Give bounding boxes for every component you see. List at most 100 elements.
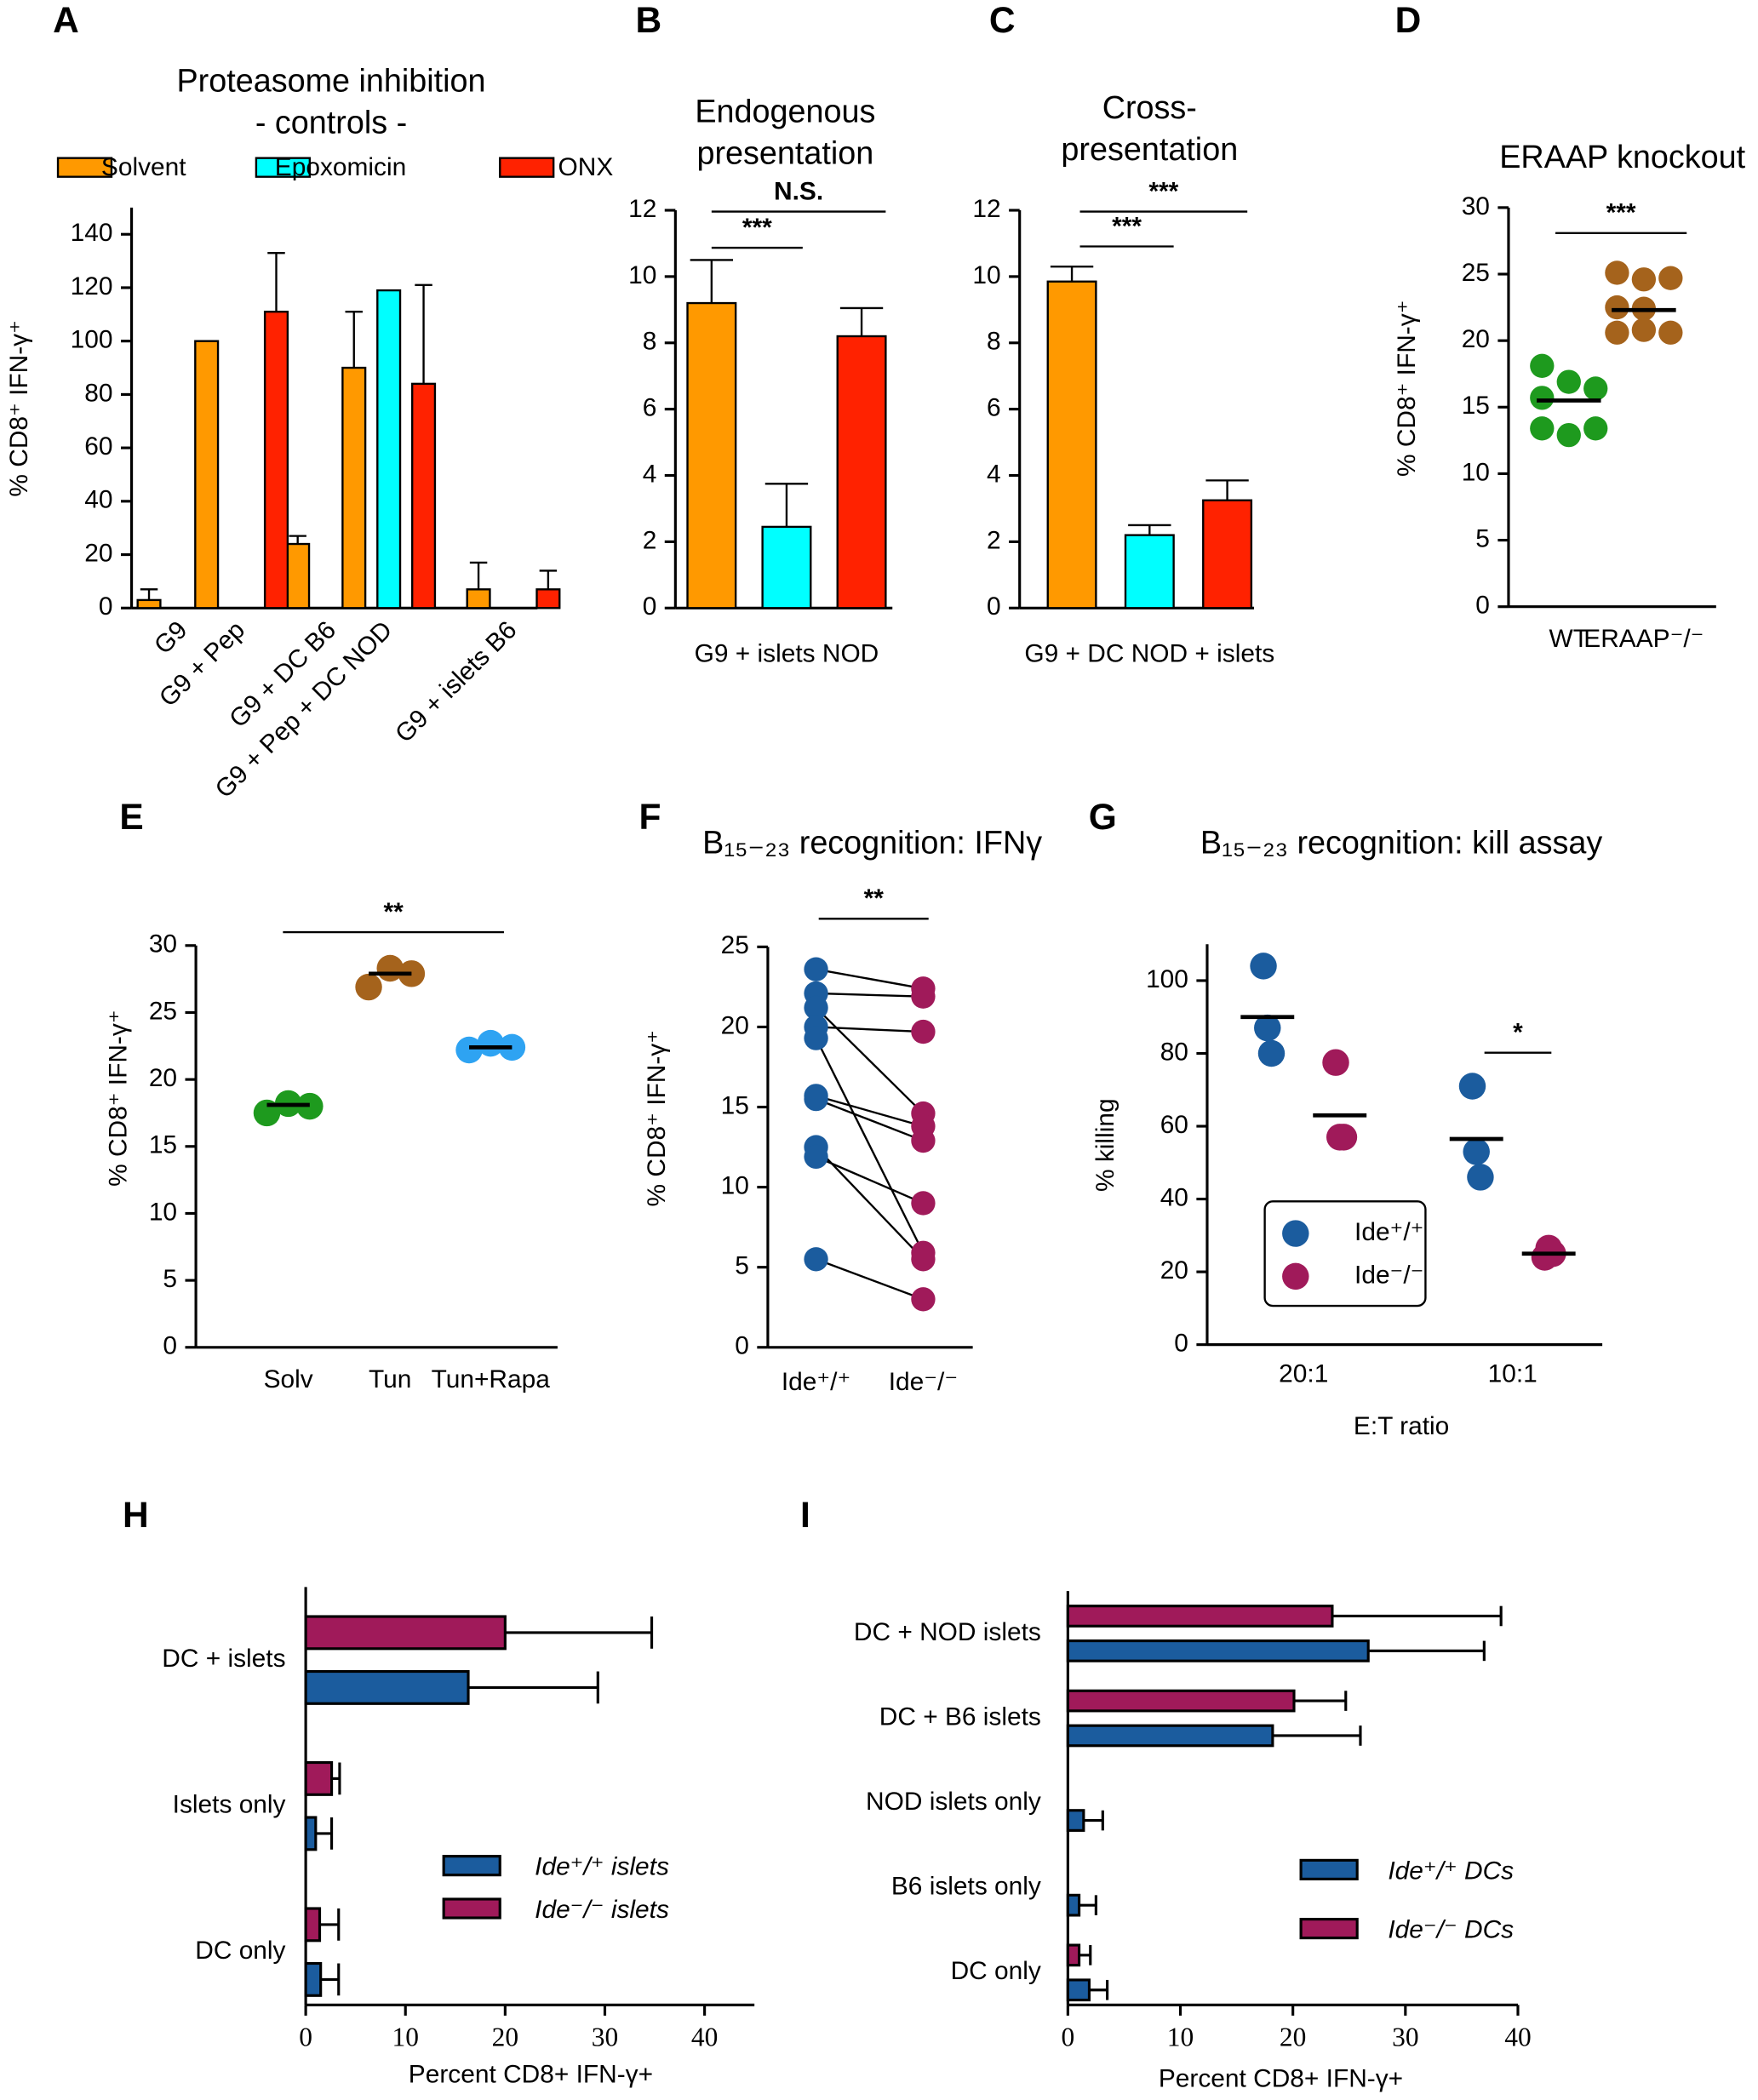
x-axis-label: Percent CD8+ IFN-γ+ [409,2061,653,2089]
bar [263,310,289,609]
bar [1066,1943,1081,1967]
x-tick-label: 30 [592,2022,618,2051]
panel-letter: D [1395,1,1422,41]
significance-label: N.S. [774,177,823,205]
bar [1066,1978,1091,2002]
dot [1322,1049,1349,1076]
y-tick-label: 0 [1475,592,1490,620]
legend-swatch [56,157,113,178]
panel-letter: E [119,798,143,838]
dot [1530,353,1555,379]
dot [1556,422,1581,448]
bar [1046,280,1097,609]
y-axis-label: % CD8⁺ IFN-γ⁺ [5,320,33,496]
dot [1658,320,1683,345]
x-tick-label: 40 [691,2022,718,2051]
significance-label: *** [1606,199,1636,227]
bar [1066,1689,1296,1713]
legend-label: ONX [558,153,614,181]
panel-letter: G [1089,798,1117,838]
dot [477,1029,504,1057]
y-tick-label: 10 [1462,458,1490,486]
dot [911,1287,936,1312]
legend-label: Ide⁺/⁺ DCs [1388,1857,1514,1885]
dot [804,1026,828,1050]
y-tick-label: DC only [951,1957,1041,1985]
bar [1066,1893,1081,1917]
chart-title: Endogenous [695,94,875,130]
dot [911,1128,936,1153]
y-tick-label: 10 [628,261,656,289]
y-tick-label: 100 [1146,965,1188,993]
y-tick-label: 10 [149,1198,177,1226]
y-tick-label: 25 [721,931,749,959]
bar [304,1615,507,1651]
dot [911,984,936,1009]
dot [804,957,828,981]
y-tick-label: 5 [1475,524,1490,552]
pair-line [815,1146,925,1261]
dot [1254,1014,1281,1042]
pair-line [816,1026,924,1033]
legend-box [1263,1200,1427,1307]
dot [1556,369,1581,394]
y-tick-label: 30 [149,930,177,958]
y-tick-label: 20 [721,1011,749,1039]
y-tick-label: 30 [1462,192,1490,220]
legend-label: Ide⁺/⁺ [1354,1218,1423,1246]
x-tick-label: G9 + DC NOD + islets [1024,639,1274,667]
x-tick-label: Solv [264,1365,313,1393]
significance-label: *** [1148,177,1178,205]
y-tick-label: 0 [163,1332,177,1360]
y-tick-label: 5 [163,1265,177,1293]
y-tick-label: Islets only [173,1791,286,1819]
chart-title: presentation [1061,132,1238,168]
significance-label: *** [1112,212,1142,240]
legend-swatch [442,1855,501,1877]
y-tick-label: 25 [1462,259,1490,287]
y-tick-label: 80 [84,379,112,407]
pair-line [816,1095,924,1128]
dot [804,1247,828,1272]
bar [1202,499,1253,609]
y-tick-label: 20 [1160,1256,1188,1285]
dot [1250,953,1277,980]
legend-label: Ide⁺/⁺ islets [535,1853,669,1881]
y-tick-label: 15 [1462,392,1490,420]
dot [911,1191,936,1216]
bar [535,588,561,609]
y-axis-label: % CD8⁺ IFN-γ⁺ [1393,300,1421,477]
x-tick-label: Tun [369,1365,411,1393]
x-axis-label: E:T ratio [1354,1412,1449,1440]
bar [686,301,737,609]
pair-line [816,1258,924,1301]
pair-line [816,968,924,990]
dot [804,1086,828,1112]
x-tick-label: 30 [1392,2022,1418,2051]
y-tick-label: 6 [987,394,1001,422]
y-tick-label: 2 [987,526,1001,554]
legend-swatch [1299,1918,1359,1940]
dot [1583,376,1608,401]
y-tick-label: 0 [735,1332,749,1360]
significance-label: ** [384,898,404,926]
significance-label: * [1513,1019,1523,1047]
x-tick-label: 0 [1061,2022,1074,2051]
y-tick-label: 10 [721,1172,749,1200]
y-tick-label: 4 [987,460,1001,488]
bar [136,598,162,609]
x-tick-label: 10 [392,2022,419,2051]
bar [304,1816,318,1851]
dot [804,995,828,1021]
bar [304,1907,322,1943]
x-tick-label: ERAAP⁻/⁻ [1583,625,1704,653]
dot [1631,318,1657,342]
y-tick-label: DC only [195,1937,285,1965]
pair-line [816,992,924,998]
bar [836,335,887,609]
dot [1330,1124,1358,1151]
bar [1066,1605,1334,1628]
x-tick-label: 10 [1167,2022,1194,2051]
pair-line [815,1038,925,1254]
y-tick-label: 80 [1160,1038,1188,1066]
